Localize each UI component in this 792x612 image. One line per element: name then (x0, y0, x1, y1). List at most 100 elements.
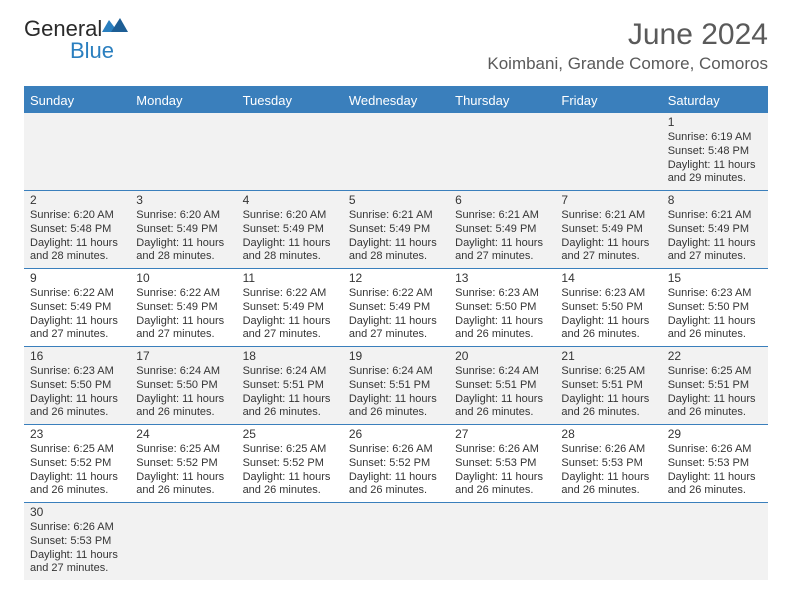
daylight-text: and 29 minutes. (668, 172, 762, 186)
daylight-text: Daylight: 11 hours (455, 393, 549, 407)
day-number: 8 (668, 193, 762, 208)
day-header-friday: Friday (555, 88, 661, 113)
daylight-text: and 26 minutes. (561, 484, 655, 498)
sunrise-text: Sunrise: 6:25 AM (243, 443, 337, 457)
day-number: 9 (30, 271, 124, 286)
calendar-day-cell: 18Sunrise: 6:24 AMSunset: 5:51 PMDayligh… (237, 347, 343, 424)
daylight-text: Daylight: 11 hours (349, 393, 443, 407)
daylight-text: Daylight: 11 hours (136, 471, 230, 485)
daylight-text: and 28 minutes. (349, 250, 443, 264)
calendar-day-cell: 3Sunrise: 6:20 AMSunset: 5:49 PMDaylight… (130, 191, 236, 268)
daylight-text: Daylight: 11 hours (30, 315, 124, 329)
sunset-text: Sunset: 5:51 PM (243, 379, 337, 393)
day-number: 6 (455, 193, 549, 208)
brand-part2: Blue (70, 38, 114, 63)
sunset-text: Sunset: 5:50 PM (30, 379, 124, 393)
daylight-text: Daylight: 11 hours (243, 315, 337, 329)
calendar-day-cell: 12Sunrise: 6:22 AMSunset: 5:49 PMDayligh… (343, 269, 449, 346)
day-number: 1 (668, 115, 762, 130)
sunset-text: Sunset: 5:49 PM (136, 301, 230, 315)
calendar-day-cell: 24Sunrise: 6:25 AMSunset: 5:52 PMDayligh… (130, 425, 236, 502)
calendar-day-cell: 9Sunrise: 6:22 AMSunset: 5:49 PMDaylight… (24, 269, 130, 346)
day-number: 25 (243, 427, 337, 442)
sunset-text: Sunset: 5:49 PM (349, 223, 443, 237)
calendar-day-cell: 27Sunrise: 6:26 AMSunset: 5:53 PMDayligh… (449, 425, 555, 502)
calendar-day-cell: 16Sunrise: 6:23 AMSunset: 5:50 PMDayligh… (24, 347, 130, 424)
sunset-text: Sunset: 5:49 PM (668, 223, 762, 237)
calendar-day-cell: 19Sunrise: 6:24 AMSunset: 5:51 PMDayligh… (343, 347, 449, 424)
daylight-text: Daylight: 11 hours (455, 237, 549, 251)
sunrise-text: Sunrise: 6:20 AM (243, 209, 337, 223)
sunrise-text: Sunrise: 6:26 AM (30, 521, 124, 535)
sunrise-text: Sunrise: 6:20 AM (136, 209, 230, 223)
day-number: 18 (243, 349, 337, 364)
sunset-text: Sunset: 5:48 PM (668, 145, 762, 159)
calendar-day-cell: 8Sunrise: 6:21 AMSunset: 5:49 PMDaylight… (662, 191, 768, 268)
sunrise-text: Sunrise: 6:24 AM (349, 365, 443, 379)
sunrise-text: Sunrise: 6:23 AM (561, 287, 655, 301)
sunset-text: Sunset: 5:49 PM (136, 223, 230, 237)
day-number: 30 (30, 505, 124, 520)
header: General Blue June 2024 Koimbani, Grande … (24, 18, 768, 76)
day-number: 2 (30, 193, 124, 208)
daylight-text: Daylight: 11 hours (30, 471, 124, 485)
daylight-text: and 26 minutes. (561, 328, 655, 342)
sunset-text: Sunset: 5:51 PM (668, 379, 762, 393)
sunrise-text: Sunrise: 6:23 AM (668, 287, 762, 301)
daylight-text: and 27 minutes. (243, 328, 337, 342)
day-number: 21 (561, 349, 655, 364)
daylight-text: and 27 minutes. (30, 328, 124, 342)
calendar-row: 30Sunrise: 6:26 AMSunset: 5:53 PMDayligh… (24, 503, 768, 580)
location: Koimbani, Grande Comore, Comoros (487, 54, 768, 74)
sunset-text: Sunset: 5:50 PM (136, 379, 230, 393)
day-header-thursday: Thursday (449, 88, 555, 113)
daylight-text: and 26 minutes. (561, 406, 655, 420)
brand-logo: General Blue (24, 18, 128, 62)
daylight-text: and 26 minutes. (30, 484, 124, 498)
sunset-text: Sunset: 5:50 PM (561, 301, 655, 315)
day-header-tuesday: Tuesday (237, 88, 343, 113)
page: General Blue June 2024 Koimbani, Grande … (0, 0, 792, 580)
calendar-grid: 1Sunrise: 6:19 AMSunset: 5:48 PMDaylight… (24, 113, 768, 580)
daylight-text: Daylight: 11 hours (668, 315, 762, 329)
sunrise-text: Sunrise: 6:22 AM (30, 287, 124, 301)
sunrise-text: Sunrise: 6:21 AM (668, 209, 762, 223)
calendar-day-cell: 4Sunrise: 6:20 AMSunset: 5:49 PMDaylight… (237, 191, 343, 268)
sunrise-text: Sunrise: 6:22 AM (349, 287, 443, 301)
calendar-day-cell: 2Sunrise: 6:20 AMSunset: 5:48 PMDaylight… (24, 191, 130, 268)
calendar-day-cell: 15Sunrise: 6:23 AMSunset: 5:50 PMDayligh… (662, 269, 768, 346)
sunset-text: Sunset: 5:52 PM (349, 457, 443, 471)
calendar-empty-cell (237, 503, 343, 580)
day-number: 17 (136, 349, 230, 364)
calendar-day-cell: 21Sunrise: 6:25 AMSunset: 5:51 PMDayligh… (555, 347, 661, 424)
sunrise-text: Sunrise: 6:26 AM (561, 443, 655, 457)
daylight-text: Daylight: 11 hours (30, 237, 124, 251)
calendar-day-cell: 20Sunrise: 6:24 AMSunset: 5:51 PMDayligh… (449, 347, 555, 424)
calendar-empty-cell (130, 113, 236, 190)
daylight-text: and 26 minutes. (349, 484, 443, 498)
sunset-text: Sunset: 5:53 PM (668, 457, 762, 471)
sunrise-text: Sunrise: 6:23 AM (455, 287, 549, 301)
day-number: 22 (668, 349, 762, 364)
sunrise-text: Sunrise: 6:22 AM (243, 287, 337, 301)
calendar-empty-cell (555, 113, 661, 190)
calendar-day-cell: 26Sunrise: 6:26 AMSunset: 5:52 PMDayligh… (343, 425, 449, 502)
sunrise-text: Sunrise: 6:24 AM (136, 365, 230, 379)
flag-icon (102, 18, 128, 36)
sunset-text: Sunset: 5:49 PM (30, 301, 124, 315)
daylight-text: Daylight: 11 hours (136, 315, 230, 329)
brand-text: General Blue (24, 18, 128, 62)
daylight-text: and 28 minutes. (136, 250, 230, 264)
day-number: 24 (136, 427, 230, 442)
calendar-empty-cell (449, 503, 555, 580)
calendar-row: 16Sunrise: 6:23 AMSunset: 5:50 PMDayligh… (24, 347, 768, 425)
sunset-text: Sunset: 5:53 PM (455, 457, 549, 471)
calendar-day-cell: 11Sunrise: 6:22 AMSunset: 5:49 PMDayligh… (237, 269, 343, 346)
day-number: 15 (668, 271, 762, 286)
daylight-text: Daylight: 11 hours (668, 237, 762, 251)
daylight-text: Daylight: 11 hours (561, 471, 655, 485)
daylight-text: and 27 minutes. (668, 250, 762, 264)
daylight-text: and 28 minutes. (30, 250, 124, 264)
sunrise-text: Sunrise: 6:25 AM (136, 443, 230, 457)
sunrise-text: Sunrise: 6:21 AM (455, 209, 549, 223)
